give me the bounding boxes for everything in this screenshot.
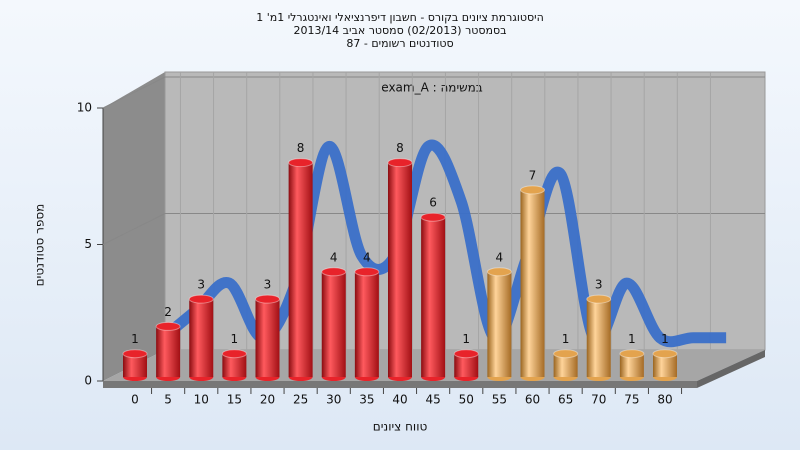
- bar: [388, 162, 412, 377]
- value-label: 6: [429, 196, 437, 210]
- bar: [653, 353, 677, 377]
- bar-top: [155, 321, 181, 331]
- bar-top: [553, 349, 579, 359]
- bar-top: [387, 158, 413, 168]
- annotation: exam_A : במשימה: [381, 81, 483, 95]
- x-tick-label: 10: [194, 393, 209, 407]
- value-label: 3: [264, 278, 272, 292]
- bar-top: [188, 294, 214, 304]
- bar-top: [221, 349, 247, 359]
- x-tick-label: 70: [591, 393, 606, 407]
- bar-top: [321, 267, 347, 277]
- floor-edge-side: [697, 350, 765, 388]
- x-tick-label: 35: [359, 393, 374, 407]
- value-label: 1: [562, 332, 570, 346]
- bar-top: [486, 267, 512, 277]
- bar: [421, 217, 446, 377]
- x-tick-label: 45: [425, 393, 440, 407]
- value-label: 4: [330, 250, 338, 264]
- x-tick-label: 80: [657, 393, 672, 407]
- y-axis-label: מספר סטודנטים: [33, 204, 47, 287]
- x-tick-label: 65: [558, 393, 573, 407]
- bar-top: [288, 158, 314, 168]
- x-tick-label: 55: [492, 393, 507, 407]
- x-axis-label: טווח ציונים: [373, 420, 428, 434]
- title: בסמסטר (02/2013) סמסטר אביב 2013/14: [293, 24, 506, 37]
- bar: [156, 326, 181, 377]
- value-label: 1: [131, 332, 139, 346]
- x-tick-label: 30: [326, 393, 341, 407]
- bar-top: [586, 294, 612, 304]
- x-tick-label: 60: [525, 393, 540, 407]
- bar-top: [652, 349, 678, 359]
- value-label: 8: [297, 141, 305, 155]
- x-tick-label: 20: [260, 393, 275, 407]
- bar: [288, 162, 313, 377]
- bar: [553, 353, 578, 377]
- x-tick-label: 25: [293, 393, 308, 407]
- bar: [189, 299, 214, 377]
- bar-top: [354, 267, 380, 277]
- bar-top: [420, 212, 446, 222]
- grid-line: [102, 76, 765, 109]
- left-wall: [103, 72, 165, 381]
- value-label: 2: [164, 305, 172, 319]
- bar: [354, 271, 379, 377]
- floor-edge: [103, 381, 697, 388]
- x-tick-label: 50: [459, 393, 474, 407]
- y-tick-label: 5: [84, 237, 92, 251]
- value-label: 1: [231, 332, 239, 346]
- bar: [454, 353, 479, 377]
- title: היסטוגרמת ציונים בקורס - חשבון דיפרנציאל…: [256, 11, 544, 24]
- bar-top: [453, 349, 479, 359]
- bar-top: [122, 349, 148, 359]
- title: סטודנטים רשומים - 87: [346, 37, 453, 50]
- bar: [123, 353, 147, 377]
- bar: [255, 299, 280, 377]
- value-label: 8: [396, 141, 404, 155]
- value-label: 3: [595, 278, 603, 292]
- bar-top: [255, 294, 280, 304]
- x-tick-label: 0: [131, 393, 139, 407]
- bar-top: [619, 349, 645, 359]
- value-label: 3: [197, 278, 205, 292]
- value-label: 4: [496, 250, 504, 264]
- value-label: 1: [661, 332, 669, 346]
- bar: [520, 189, 545, 377]
- y-tick-label: 10: [77, 101, 92, 115]
- bar: [619, 353, 644, 377]
- value-label: 1: [462, 332, 470, 346]
- bar-top: [520, 185, 545, 195]
- value-label: 1: [628, 332, 636, 346]
- x-tick-label: 75: [624, 393, 639, 407]
- y-tick-label: 0: [84, 374, 92, 388]
- x-tick-label: 40: [392, 393, 407, 407]
- bar: [321, 271, 346, 377]
- bar: [586, 299, 611, 377]
- x-tick-label: 5: [164, 393, 172, 407]
- bar: [487, 271, 512, 377]
- value-label: 7: [529, 168, 537, 182]
- x-tick-label: 15: [227, 393, 242, 407]
- value-label: 4: [363, 250, 371, 264]
- bar: [222, 353, 247, 377]
